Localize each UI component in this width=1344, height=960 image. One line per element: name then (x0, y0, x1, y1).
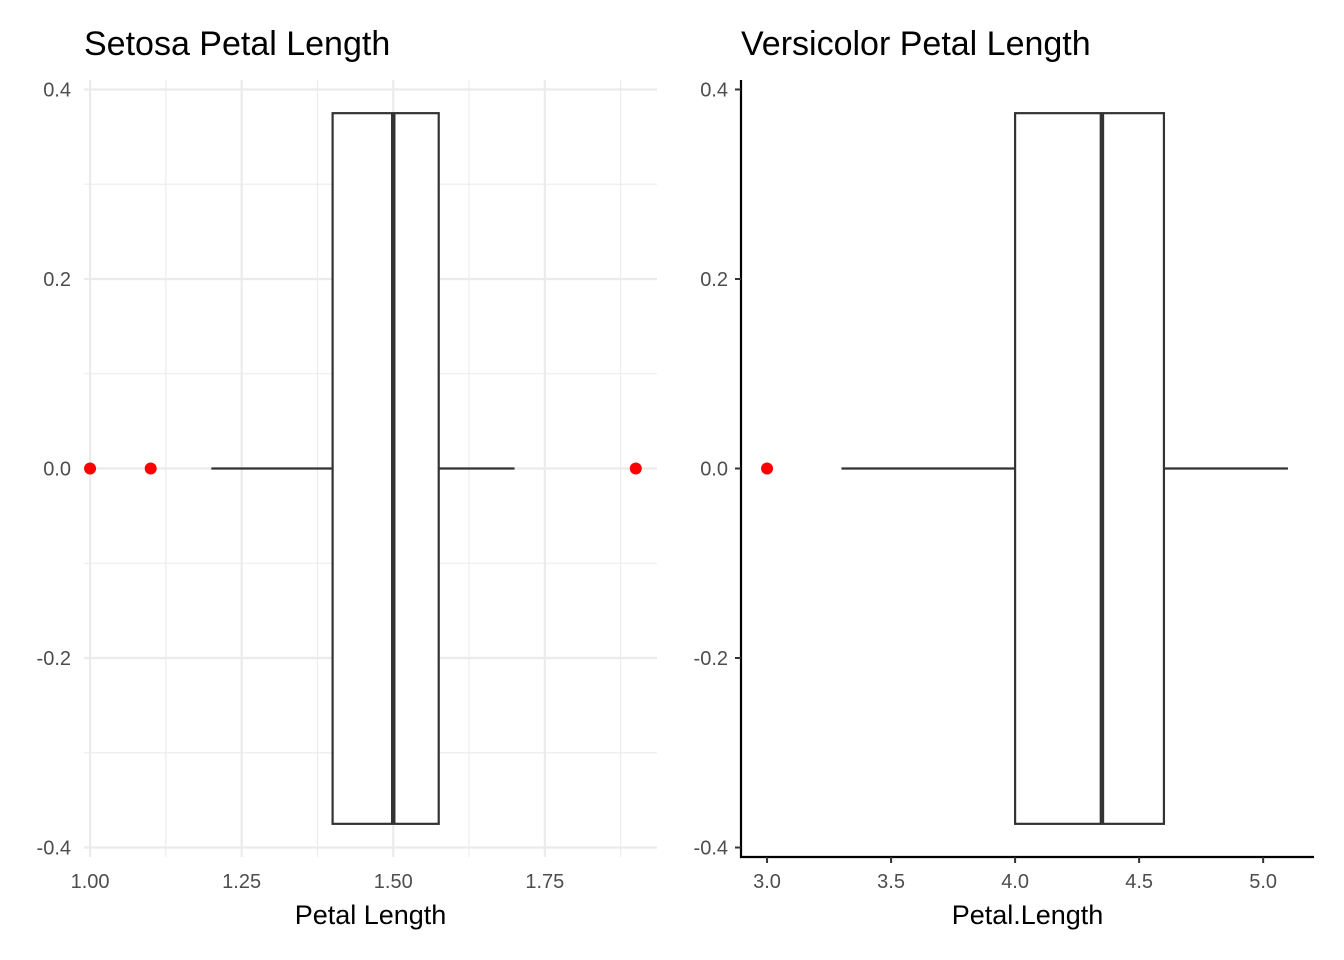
y-tick-label: 0.2 (700, 269, 728, 291)
outlier-point (84, 462, 97, 475)
x-tick-label: 4.5 (1125, 871, 1153, 893)
y-tick-label: 0.0 (700, 459, 728, 481)
y-tick-label: 0.4 (700, 79, 728, 101)
x-tick-label: 1.50 (374, 871, 413, 893)
setosa-panel: 0.4 0.2 0.0 -0.2 -0.41.00 1.25 1.50 1.75 Setosa … (37, 25, 657, 930)
x-axis-label: Petal Length (295, 900, 447, 930)
y-tick-label: -0.2 (694, 648, 728, 670)
y-tick-label: -0.4 (37, 838, 71, 860)
x-tick-label: 1.00 (71, 871, 110, 893)
outlier-point (144, 462, 157, 475)
y-tick-label: -0.2 (37, 648, 71, 670)
x-tick-label: 1.25 (222, 871, 261, 893)
y-tick-label: 0.4 (43, 79, 71, 101)
versicolor-panel: 0.4 0.2 0.0 -0.2 -0.4 3.0 3.5 4.0 4.5 5.0 Versicol… (694, 25, 1314, 930)
y-tick-label: 0.2 (43, 269, 71, 291)
iqr-box (1013, 112, 1166, 825)
x-tick-label: 5.0 (1249, 871, 1277, 893)
x-tick-label: 3.0 (753, 871, 781, 893)
x-tick-label: 4.0 (1001, 871, 1029, 893)
x-tick-label: 1.75 (525, 871, 564, 893)
iqr-box (331, 112, 440, 825)
chart-title: Versicolor Petal Length (741, 25, 1091, 63)
chart-title: Setosa Petal Length (84, 25, 390, 63)
y-tick-label: 0.0 (43, 459, 71, 481)
outlier-point (761, 462, 774, 475)
outlier-point (629, 462, 642, 475)
x-tick-label: 3.5 (877, 871, 905, 893)
x-axis-label: Petal.Length (952, 900, 1104, 930)
y-tick-label: -0.4 (694, 838, 728, 860)
